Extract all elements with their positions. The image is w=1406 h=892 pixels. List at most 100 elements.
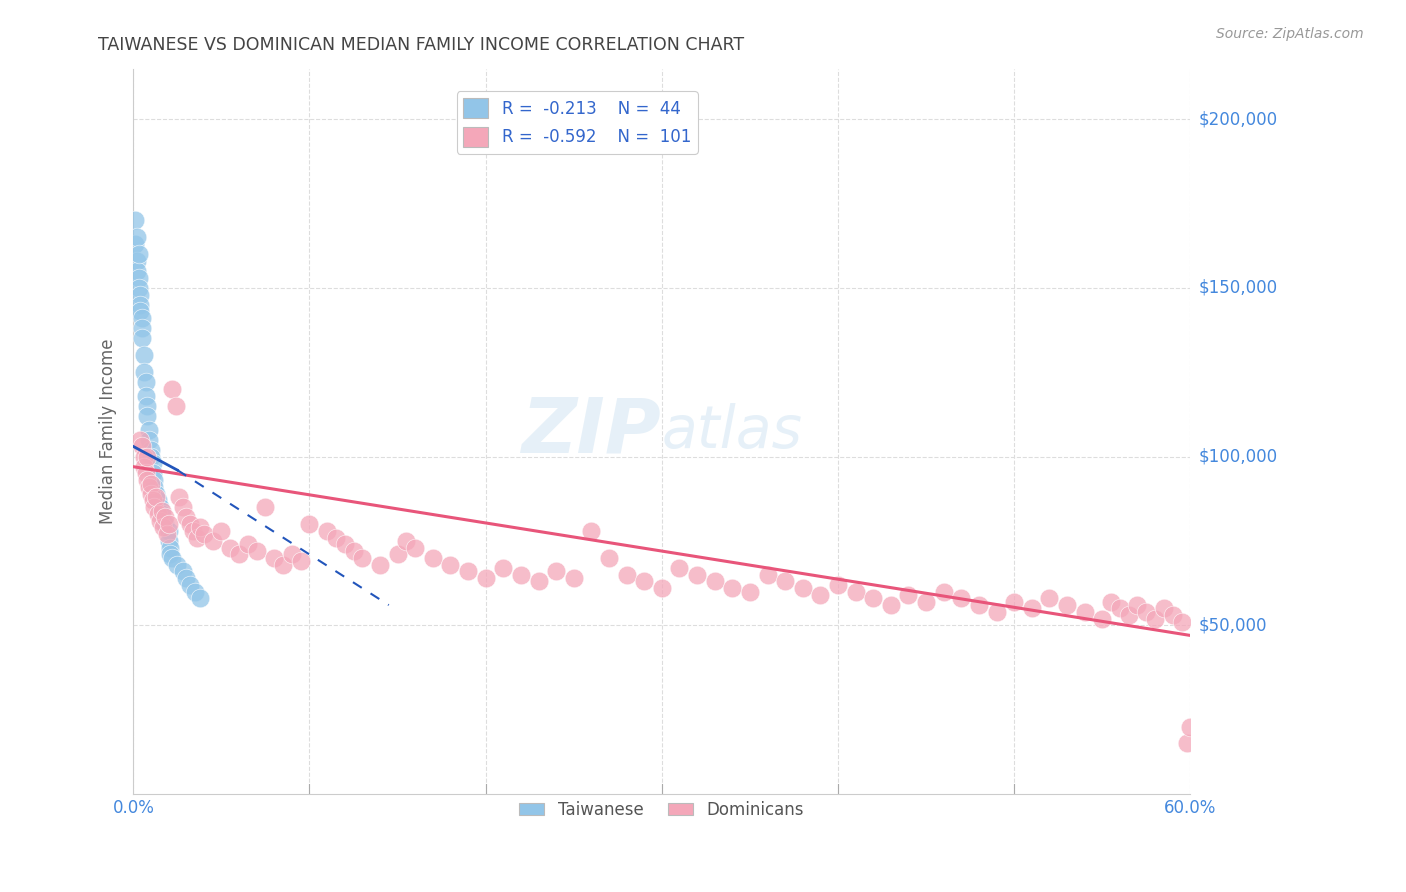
Point — [1073, 605, 1095, 619]
Point — [149, 500, 172, 515]
Point — [404, 541, 426, 555]
Text: Source: ZipAtlas.com: Source: ZipAtlas.com — [1216, 27, 1364, 41]
Point — [967, 598, 990, 612]
Point — [124, 237, 146, 252]
Point — [686, 567, 709, 582]
Point — [862, 591, 884, 606]
Point — [157, 517, 180, 532]
Point — [142, 467, 165, 481]
Point — [136, 399, 159, 413]
Point — [333, 537, 356, 551]
Y-axis label: Median Family Income: Median Family Income — [100, 339, 117, 524]
Point — [150, 503, 173, 517]
Point — [845, 584, 868, 599]
Point — [157, 524, 180, 538]
Point — [1175, 736, 1198, 750]
Point — [139, 486, 162, 500]
Point — [1144, 611, 1167, 625]
Point — [342, 544, 364, 558]
Point — [153, 510, 176, 524]
Point — [131, 440, 153, 454]
Point — [145, 490, 167, 504]
Point — [1056, 598, 1078, 612]
Point — [165, 399, 187, 413]
Point — [773, 574, 796, 589]
Point — [298, 517, 321, 532]
Point — [128, 270, 150, 285]
Point — [633, 574, 655, 589]
Point — [474, 571, 496, 585]
Point — [792, 581, 814, 595]
Point — [179, 517, 201, 532]
Point — [135, 389, 157, 403]
Point — [492, 561, 515, 575]
Point — [1170, 615, 1192, 629]
Point — [352, 550, 374, 565]
Point — [581, 524, 603, 538]
Point — [188, 591, 211, 606]
Point — [129, 433, 152, 447]
Point — [281, 548, 304, 562]
Point — [932, 584, 955, 599]
Point — [756, 567, 779, 582]
Text: ZIP: ZIP — [522, 394, 662, 468]
Point — [457, 564, 479, 578]
Point — [152, 520, 174, 534]
Point — [897, 588, 920, 602]
Point — [174, 510, 197, 524]
Point — [1099, 595, 1122, 609]
Point — [1021, 601, 1043, 615]
Point — [509, 567, 531, 582]
Point — [139, 442, 162, 457]
Point — [1180, 720, 1202, 734]
Point — [138, 423, 160, 437]
Point — [1153, 601, 1175, 615]
Point — [193, 527, 215, 541]
Point — [138, 433, 160, 447]
Point — [136, 450, 159, 464]
Point — [129, 304, 152, 318]
Point — [201, 533, 224, 548]
Point — [439, 558, 461, 572]
Point — [179, 578, 201, 592]
Point — [159, 541, 181, 555]
Point — [146, 493, 169, 508]
Point — [181, 524, 204, 538]
Point — [128, 247, 150, 261]
Point — [316, 524, 339, 538]
Point — [139, 476, 162, 491]
Point — [562, 571, 585, 585]
Point — [808, 588, 831, 602]
Point — [546, 564, 568, 578]
Text: atlas: atlas — [662, 403, 803, 459]
Point — [131, 311, 153, 326]
Point — [325, 531, 347, 545]
Point — [160, 382, 183, 396]
Point — [145, 486, 167, 500]
Point — [254, 500, 277, 515]
Point — [721, 581, 744, 595]
Point — [236, 537, 259, 551]
Point — [668, 561, 690, 575]
Point — [124, 213, 146, 227]
Point — [246, 544, 269, 558]
Point — [142, 456, 165, 470]
Point — [616, 567, 638, 582]
Text: TAIWANESE VS DOMINICAN MEDIAN FAMILY INCOME CORRELATION CHART: TAIWANESE VS DOMINICAN MEDIAN FAMILY INC… — [98, 36, 745, 54]
Point — [136, 409, 159, 423]
Point — [422, 550, 444, 565]
Text: $200,000: $200,000 — [1199, 110, 1278, 128]
Point — [1038, 591, 1060, 606]
Point — [527, 574, 550, 589]
Point — [1161, 608, 1184, 623]
Point — [129, 287, 152, 301]
Point — [135, 467, 157, 481]
Point — [131, 321, 153, 335]
Point — [184, 584, 207, 599]
Point — [132, 365, 155, 379]
Point — [915, 595, 938, 609]
Point — [167, 490, 190, 504]
Point — [271, 558, 294, 572]
Point — [149, 514, 172, 528]
Point — [132, 459, 155, 474]
